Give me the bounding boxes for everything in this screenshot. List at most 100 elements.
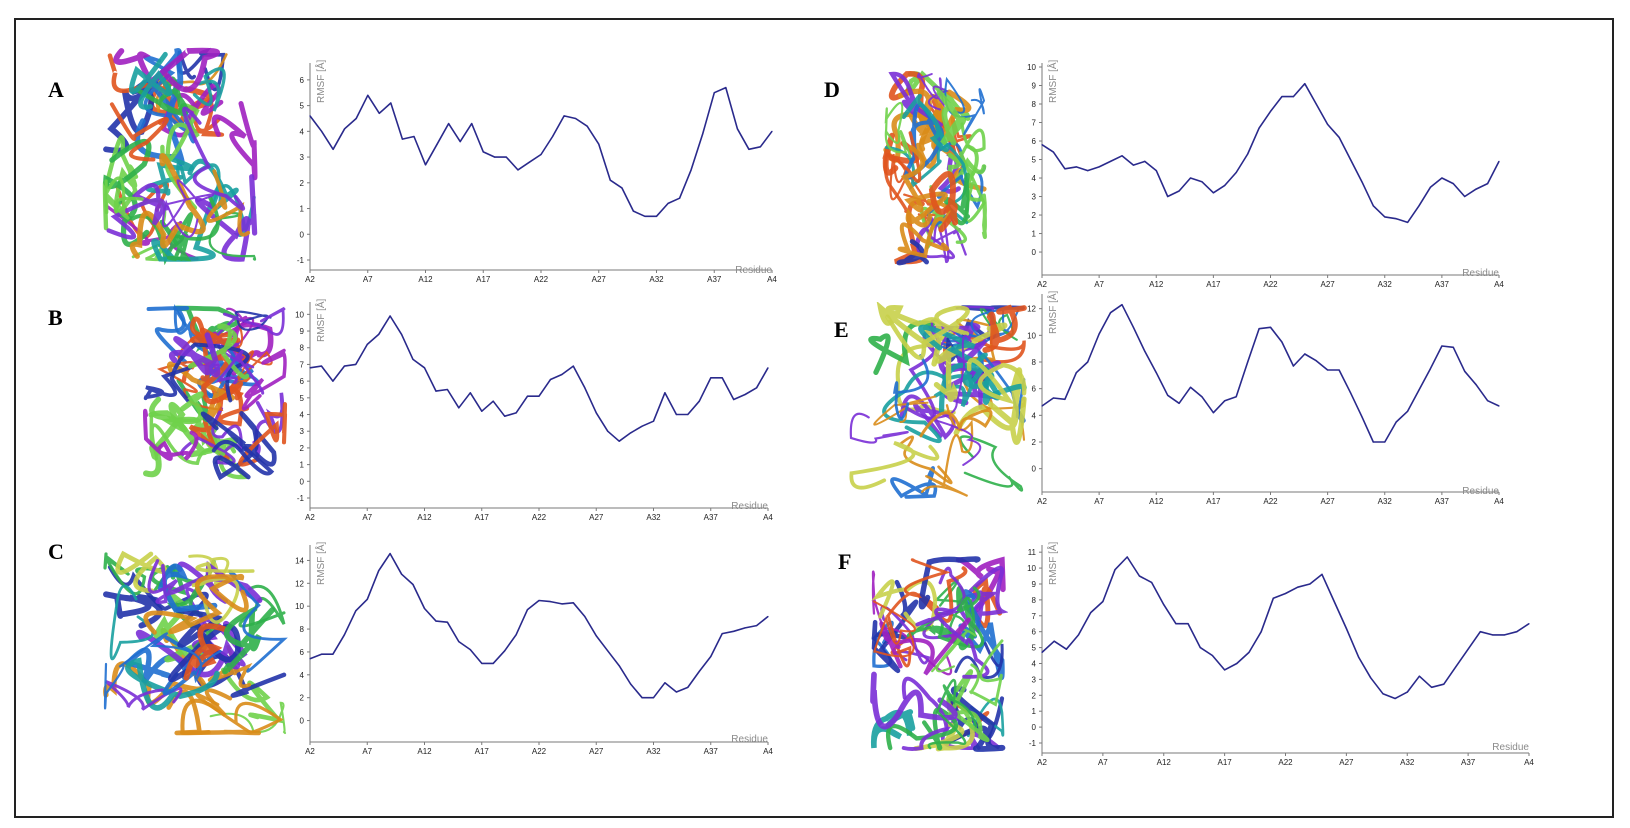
rmsf-data-point [771,130,773,132]
rmsf-data-point [1455,666,1457,668]
ribbon-strand [900,145,948,228]
rmsf-data-point [367,94,369,96]
rmsf-data-point [1443,683,1445,685]
rmsf-data-point [423,367,426,369]
x-tick-label: A32 [1378,280,1393,289]
rmsf-data-point [679,197,681,199]
rmsf-data-point [733,398,735,401]
protein-ribbon-ensemble-icon [103,550,288,736]
rmsf-data-point [517,169,519,171]
rmsf-chart-d: 0 1 2 3 4 5 6 7 8 9 10 A2 A7 A12 A17 A22 A27 A32 A37 A4 RMSF… [1027,59,1504,289]
rmsf-data-point [1155,170,1157,172]
ribbon-strand [209,701,287,735]
rmsf-data-point [1077,634,1080,636]
x-tick-label: A17 [1206,280,1221,289]
rmsf-data-point [1126,556,1128,558]
rmsf-data-point [1394,697,1396,700]
rmsf-data-point [1052,151,1054,153]
rmsf-data-point [378,570,380,572]
x-tick-label: A12 [1149,497,1164,506]
rmsf-data-point [1041,651,1043,653]
rmsf-data-point [561,603,563,605]
y-tick-label: 7 [1032,612,1037,621]
x-tick-label: A4 [1494,497,1504,506]
rmsf-data-point [1211,654,1213,657]
rmsf-data-point [687,686,689,688]
x-tick-label: A7 [363,275,373,284]
ribbon-strand [966,357,1027,405]
rmsf-data-point [459,141,461,143]
rmsf-data-point [1475,188,1477,190]
x-tick-label: A7 [362,513,372,522]
y-tick-label: 6 [1032,385,1037,394]
rmsf-data-point [1345,627,1347,630]
x-tick-label: A12 [417,747,432,756]
y-tick-label: 8 [1032,100,1037,109]
rmsf-data-point [1138,575,1140,577]
rmsf-data-point [1258,127,1260,129]
ribbon-strand [103,176,144,220]
ribbon-strand [190,316,233,386]
rmsf-data-point [1087,170,1089,172]
rmsf-data-point [584,387,586,389]
rmsf-data-point [540,153,542,156]
y-tick-label: 8 [1032,358,1037,367]
rmsf-data-point [1382,693,1384,695]
rmsf-data-point [390,102,392,104]
rmsf-data-point [515,634,517,636]
rmsf-data-point [1201,396,1203,398]
rmsf-data-point [736,128,738,130]
rmsf-data-point [1167,394,1169,396]
rmsf-series-line [309,86,773,218]
ribbon-strand [943,172,971,226]
protein-ribbon-ensemble-icon [882,70,987,266]
rmsf-data-point [1349,158,1352,161]
y-tick-label: 5 [300,394,305,403]
x-axis-title: Residue [731,501,768,512]
rmsf-data-point [1224,669,1226,671]
ribbon-strand [151,158,239,262]
rmsf-data-point [1372,205,1374,207]
rmsf-data-point [1175,623,1177,625]
y-axis-title: RMSF [Å] [314,541,327,585]
rmsf-data-point [1248,651,1250,653]
rmsf-data-point [1441,345,1443,347]
ribbon-strand [234,310,272,331]
ribbon-strand [206,169,251,237]
rmsf-data-point [1304,83,1306,85]
x-tick-label: A2 [1037,758,1047,767]
rmsf-data-point [332,148,334,150]
rmsf-data-point [1528,623,1530,625]
rmsf-data-point [721,633,723,635]
ribbon-strand [955,556,1006,615]
x-tick-label: A22 [1263,497,1278,506]
rmsf-chart-c: 0 2 4 6 8 10 12 14 A2 A7 A12 A17 A22 A27 A32 A37 A4 RMSF … [295,541,773,756]
rmsf-data-point [1212,412,1214,414]
rmsf-data-point [1452,346,1454,348]
panel-label-e: E [834,317,849,342]
rmsf-data-point [1269,110,1272,112]
ribbon-strand [969,639,1004,707]
ribbon-strand [954,642,1004,679]
y-tick-label: 6 [1032,628,1037,637]
rmsf-data-point [1504,634,1506,636]
ribbon-strand [185,587,246,667]
rmsf-data-point [1247,153,1249,155]
ribbon-strand [982,304,1027,353]
y-tick-label: 2 [300,179,305,188]
rmsf-data-point [446,388,448,391]
rmsf-data-point [1189,177,1192,179]
x-tick-label: A4 [1524,758,1534,767]
y-tick-label: 4 [1032,174,1037,183]
rmsf-data-point [1075,166,1077,168]
x-tick-label: A17 [1206,497,1221,506]
rmsf-data-point [1087,361,1089,363]
y-tick-label: 8 [1032,596,1037,605]
rmsf-data-point [552,135,554,138]
y-tick-label: 7 [300,360,305,369]
rmsf-data-point [1281,96,1283,98]
rmsf-data-point [1247,361,1249,363]
rmsf-data-point [332,653,334,655]
rmsf-data-point [1452,183,1454,185]
x-tick-label: A37 [707,275,722,284]
